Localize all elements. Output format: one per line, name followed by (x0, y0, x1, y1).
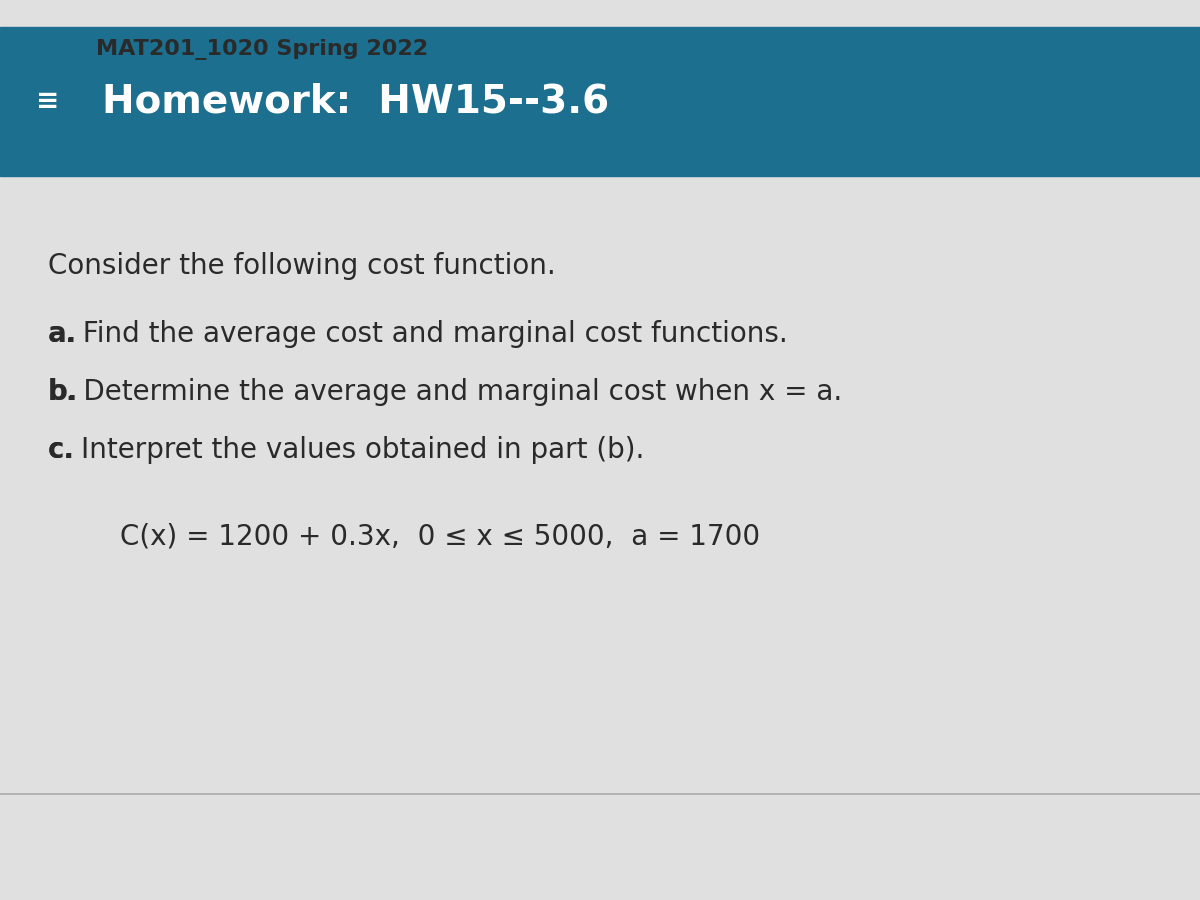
Text: a.: a. (48, 320, 77, 347)
Bar (0, 0, 1200, 27)
Text: Consider the following cost function.: Consider the following cost function. (48, 252, 556, 280)
Text: a. Find the average cost and marginal cost functions.: a. Find the average cost and marginal co… (48, 320, 787, 347)
Bar (0, 794, 1200, 900)
Text: c. Interpret the values obtained in part (b).: c. Interpret the values obtained in part… (48, 436, 644, 464)
Text: MAT201_1020 Spring 2022: MAT201_1020 Spring 2022 (96, 39, 428, 60)
Text: c.: c. (48, 436, 76, 464)
Text: C(x) = 1200 + 0.3x,  0 ≤ x ≤ 5000,  a = 1700: C(x) = 1200 + 0.3x, 0 ≤ x ≤ 5000, a = 17… (120, 522, 760, 550)
Text: b.: b. (48, 378, 78, 406)
Bar (0, 27, 1200, 176)
Text: ≡: ≡ (36, 87, 60, 115)
Text: b. Determine the average and marginal cost when x = a.: b. Determine the average and marginal co… (48, 378, 842, 406)
Bar (0, 176, 1200, 794)
Text: Homework:  HW15--3.6: Homework: HW15--3.6 (102, 82, 610, 121)
